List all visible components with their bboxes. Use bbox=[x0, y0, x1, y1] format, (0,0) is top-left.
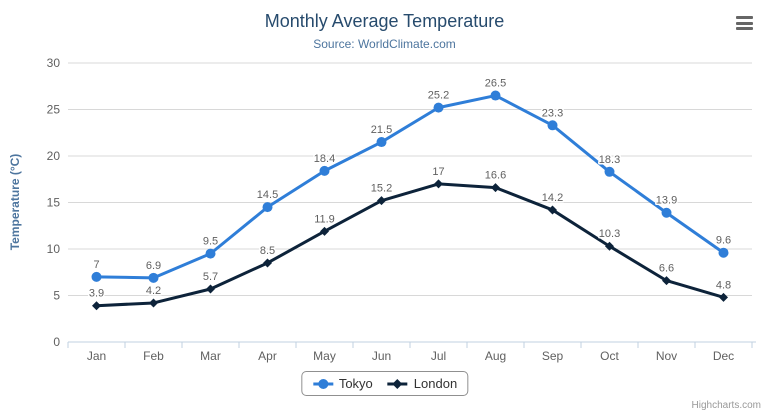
tokyo-data-label: 18.4 bbox=[314, 153, 335, 165]
legend-item-tokyo[interactable]: Tokyo bbox=[312, 376, 373, 391]
tokyo-point-apr[interactable] bbox=[262, 202, 273, 213]
x-axis-label: May bbox=[313, 349, 336, 363]
tokyo-data-label: 26.5 bbox=[485, 78, 506, 90]
x-axis-label: Aug bbox=[485, 349, 506, 363]
tokyo-point-aug[interactable] bbox=[490, 90, 501, 101]
y-axis-label: 30 bbox=[47, 56, 61, 70]
london-point-jan[interactable] bbox=[92, 301, 101, 311]
x-axis-label: Jan bbox=[87, 349, 106, 363]
tokyo-data-label: 6.9 bbox=[146, 260, 161, 272]
context-menu-button[interactable] bbox=[736, 16, 753, 30]
london-point-oct[interactable] bbox=[605, 241, 614, 251]
tokyo-data-label: 14.5 bbox=[257, 189, 278, 201]
tokyo-data-label: 18.3 bbox=[599, 154, 620, 166]
london-point-jul[interactable] bbox=[434, 179, 443, 189]
london-point-sep[interactable] bbox=[548, 205, 557, 215]
x-axis-label: Sep bbox=[542, 349, 564, 363]
tokyo-point-sep[interactable] bbox=[547, 120, 558, 131]
london-data-label: 17 bbox=[432, 166, 444, 178]
legend-label-london: London bbox=[413, 376, 458, 391]
london-series-line[interactable] bbox=[95, 182, 725, 308]
london-point-mar[interactable] bbox=[206, 284, 215, 294]
chart-title: Monthly Average Temperature bbox=[264, 11, 505, 31]
x-axis-label: Jun bbox=[372, 349, 391, 363]
london-data-label: 4.8 bbox=[716, 279, 731, 291]
y-axis-label: 10 bbox=[47, 242, 61, 256]
tokyo-data-label: 23.3 bbox=[542, 107, 563, 119]
x-axis-label: Feb bbox=[143, 349, 164, 363]
london-series-symbol bbox=[387, 378, 408, 389]
tokyo-data-label: 25.2 bbox=[428, 90, 449, 102]
london-data-label: 14.2 bbox=[542, 192, 563, 204]
tokyo-data-label: 21.5 bbox=[371, 124, 392, 136]
london-point-apr[interactable] bbox=[263, 258, 272, 268]
tokyo-series-line[interactable] bbox=[95, 94, 725, 280]
tokyo-point-jun[interactable] bbox=[376, 137, 387, 148]
tokyo-point-jul[interactable] bbox=[433, 102, 444, 113]
y-axis-title: Temperature (°C) bbox=[8, 153, 22, 251]
tokyo-point-oct[interactable] bbox=[604, 166, 615, 177]
london-data-label: 15.2 bbox=[371, 183, 392, 195]
london-point-aug[interactable] bbox=[491, 183, 500, 193]
y-axis-label: 5 bbox=[53, 289, 60, 303]
x-axis-label: Nov bbox=[656, 349, 677, 363]
tokyo-point-nov[interactable] bbox=[661, 207, 672, 218]
tokyo-point-feb[interactable] bbox=[148, 272, 159, 283]
london-data-label: 16.6 bbox=[485, 170, 506, 182]
tokyo-point-dec[interactable] bbox=[718, 247, 729, 258]
london-point-dec[interactable] bbox=[719, 292, 728, 302]
legend-label-tokyo: Tokyo bbox=[338, 376, 373, 391]
london-data-label: 6.6 bbox=[659, 263, 674, 275]
london-data-label: 8.5 bbox=[260, 245, 275, 257]
tokyo-data-label: 7 bbox=[93, 259, 99, 271]
hamburger-icon bbox=[736, 21, 753, 25]
london-data-label: 10.3 bbox=[599, 228, 620, 240]
x-axis-label: Jul bbox=[431, 349, 446, 363]
x-axis-label: Mar bbox=[200, 349, 221, 363]
tokyo-data-label: 9.6 bbox=[716, 235, 731, 247]
legend: Tokyo London bbox=[300, 371, 469, 396]
legend-item-london[interactable]: London bbox=[387, 376, 457, 391]
tokyo-point-jan[interactable] bbox=[91, 271, 102, 282]
tokyo-point-mar[interactable] bbox=[205, 248, 216, 259]
london-data-label: 11.9 bbox=[314, 213, 335, 225]
london-data-label: 4.2 bbox=[146, 285, 161, 297]
london-point-feb[interactable] bbox=[149, 298, 158, 308]
x-axis-label: Dec bbox=[713, 349, 734, 363]
london-point-nov[interactable] bbox=[662, 276, 671, 286]
tokyo-data-label: 13.9 bbox=[656, 195, 677, 207]
y-axis-label: 25 bbox=[47, 103, 61, 117]
y-axis-label: 0 bbox=[53, 335, 60, 349]
x-axis-label: Apr bbox=[258, 349, 277, 363]
london-data-label: 3.9 bbox=[89, 288, 104, 300]
y-axis-label: 20 bbox=[47, 149, 61, 163]
tokyo-series-symbol bbox=[312, 378, 333, 389]
london-point-jun[interactable] bbox=[377, 196, 386, 206]
chart-subtitle: Source: WorldClimate.com bbox=[313, 37, 456, 51]
london-point-may[interactable] bbox=[320, 226, 329, 236]
hamburger-icon bbox=[736, 16, 753, 19]
x-axis-label: Oct bbox=[600, 349, 619, 363]
tokyo-data-label: 9.5 bbox=[203, 236, 218, 248]
london-data-label: 5.7 bbox=[203, 271, 218, 283]
credits-link[interactable]: Highcharts.com bbox=[691, 400, 761, 411]
hamburger-icon bbox=[736, 27, 753, 30]
y-axis-label: 15 bbox=[47, 196, 61, 210]
tokyo-point-may[interactable] bbox=[319, 165, 330, 176]
